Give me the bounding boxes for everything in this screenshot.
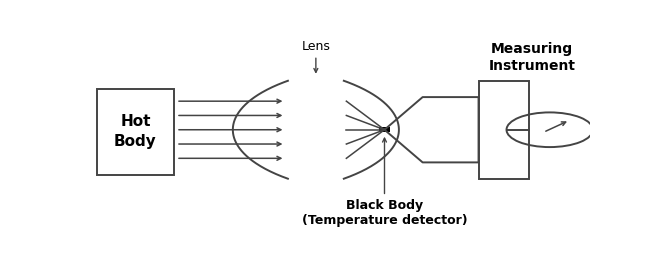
Text: Measuring
Instrument: Measuring Instrument — [489, 42, 575, 73]
Bar — [479, 81, 529, 179]
Text: Lens: Lens — [301, 39, 331, 72]
Text: Black Body
(Temperature detector): Black Body (Temperature detector) — [302, 138, 467, 227]
Bar — [97, 89, 173, 175]
Bar — [379, 127, 390, 132]
Text: Hot
Body: Hot Body — [114, 114, 157, 149]
